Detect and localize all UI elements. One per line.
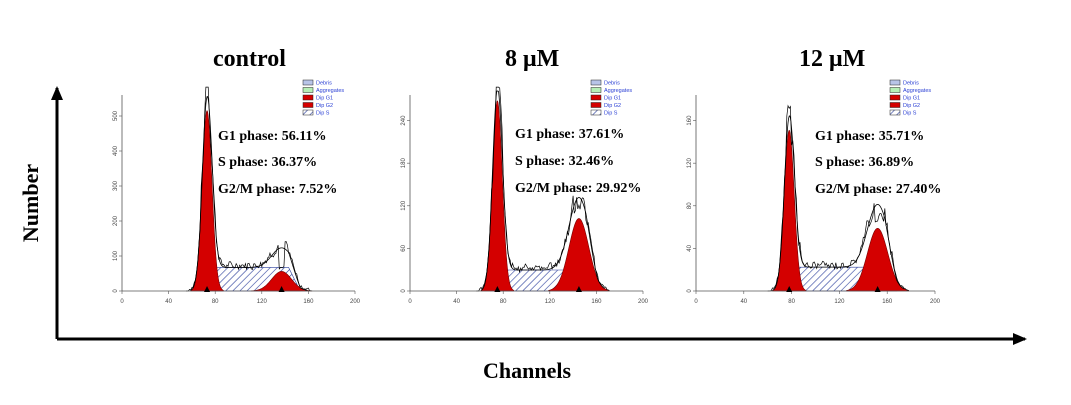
- legend-label: Dip G1: [903, 96, 920, 102]
- x-tick-label: 160: [882, 299, 893, 305]
- phase-stat-label: S phase: 32.46%: [515, 154, 614, 169]
- legend-swatch: [590, 109, 602, 116]
- legend-swatch: [889, 102, 901, 108]
- phase-stat-label: G1 phase: 56.11%: [218, 129, 327, 144]
- x-tick-label: 80: [212, 299, 219, 305]
- x-tick-label: 160: [591, 299, 602, 305]
- x-tick-label: 200: [350, 299, 361, 305]
- g1-peak-marker: [494, 286, 501, 292]
- x-tick-label: 40: [740, 299, 747, 305]
- x-tick-label: 80: [500, 299, 507, 305]
- y-tick-label: 120: [687, 158, 693, 169]
- g2-peak-marker: [575, 286, 582, 292]
- g1-phase-area: [480, 100, 514, 292]
- histogram-panels: 0 40 80 120 160 2000100200300400500DebrisAggr…: [113, 79, 941, 305]
- legend-label: Dip S: [604, 111, 618, 117]
- y-tick-label: 0: [401, 289, 407, 293]
- y-tick-label: 400: [113, 145, 119, 156]
- phase-stat-label: G1 phase: 37.61%: [515, 127, 624, 142]
- y-tick-label: 80: [687, 202, 693, 209]
- y-tick-label: 240: [401, 115, 407, 126]
- legend-label: Aggregates: [604, 88, 632, 94]
- y-tick-label: 500: [113, 110, 119, 121]
- legend-swatch: [302, 87, 314, 93]
- y-axis-title: Number: [18, 163, 44, 243]
- phase-stat-label: G2/M phase: 7.52%: [218, 182, 337, 197]
- x-tick-label: 120: [834, 299, 845, 305]
- y-tick-label: 0: [687, 289, 693, 293]
- panel-title-control: control: [213, 46, 286, 72]
- phase-stat-label: G2/M phase: 29.92%: [515, 181, 641, 196]
- legend-label: Dip G2: [604, 103, 621, 109]
- x-tick-label: 120: [257, 299, 268, 305]
- legend-label: Dip G1: [604, 96, 621, 102]
- x-tick-label: 120: [545, 299, 556, 305]
- x-tick-label: 0: [408, 299, 412, 305]
- raw-data-line: [767, 104, 909, 292]
- histogram-panel-2: 0 40 80 120 160 200 0 40 80 120 160 DebrisAggregate…: [687, 79, 941, 305]
- phase-stat-label: S phase: 36.89%: [815, 155, 914, 170]
- g2-peak-marker: [874, 286, 881, 292]
- legend-swatch: [889, 79, 901, 86]
- y-tick-label: 300: [113, 180, 119, 191]
- y-tick-label: 100: [113, 250, 119, 261]
- g2-peak-marker: [278, 286, 285, 292]
- raw-data-line: [476, 86, 610, 292]
- x-tick-label: 0: [694, 299, 698, 305]
- y-tick-label: 60: [401, 244, 407, 251]
- model-fit-line: [480, 90, 605, 291]
- y-tick-label: 40: [687, 244, 693, 251]
- legend-swatch: [889, 94, 901, 101]
- legend-label: Dip G2: [316, 103, 333, 109]
- phase-stat-label: S phase: 36.37%: [218, 155, 317, 170]
- legend-swatch: [590, 87, 602, 93]
- y-tick-label: 120: [401, 200, 407, 211]
- legend-swatch: [889, 87, 901, 93]
- y-tick-label: 180: [401, 158, 407, 169]
- x-tick-label: 200: [638, 299, 649, 305]
- legend-swatch: [302, 102, 314, 108]
- y-tick-label: 160: [687, 115, 693, 126]
- model-fit-line: [190, 96, 308, 291]
- legend-label: Debris: [316, 81, 332, 87]
- legend-label: Dip S: [903, 111, 917, 117]
- legend-label: Dip G1: [316, 96, 333, 102]
- legend-swatch: [302, 79, 314, 86]
- legend-label: Debris: [604, 81, 620, 87]
- legend-swatch: [590, 79, 602, 86]
- legend-label: Dip G2: [903, 103, 920, 109]
- x-axis-title: Channels: [483, 358, 572, 383]
- legend-label: Dip S: [316, 111, 330, 117]
- g1-peak-marker: [786, 286, 793, 292]
- legend-swatch: [889, 109, 901, 116]
- legend-label: Debris: [903, 81, 919, 87]
- legend-swatch: [302, 109, 314, 116]
- x-tick-label: 160: [303, 299, 314, 305]
- legend-label: Aggregates: [316, 88, 344, 94]
- legend-swatch: [590, 102, 602, 108]
- x-tick-label: 200: [930, 299, 941, 305]
- histogram-panel-1: 0 40 80 120 160 200 0 60 120 180 240 DebrisAggregat…: [401, 79, 649, 305]
- g1-peak-marker: [204, 286, 211, 292]
- panel-title-12uM: 12 μM: [799, 46, 866, 72]
- phase-stat-label: G1 phase: 35.71%: [815, 129, 924, 144]
- phase-stat-label: G2/M phase: 27.40%: [815, 182, 941, 197]
- legend-label: Aggregates: [903, 88, 931, 94]
- histogram-panel-0: 0 40 80 120 160 200 0 100 200 300 400 500 DebrisAggr…: [113, 79, 361, 305]
- raw-data-line: [186, 86, 312, 292]
- panel-title-8uM: 8 μM: [505, 46, 560, 72]
- x-tick-label: 40: [165, 299, 172, 305]
- legend-swatch: [590, 94, 602, 101]
- legend-swatch: [302, 94, 314, 101]
- x-tick-label: 40: [453, 299, 460, 305]
- x-tick-label: 0: [120, 299, 124, 305]
- x-tick-label: 80: [788, 299, 795, 305]
- y-tick-label: 200: [113, 215, 119, 226]
- y-tick-label: 0: [113, 289, 119, 293]
